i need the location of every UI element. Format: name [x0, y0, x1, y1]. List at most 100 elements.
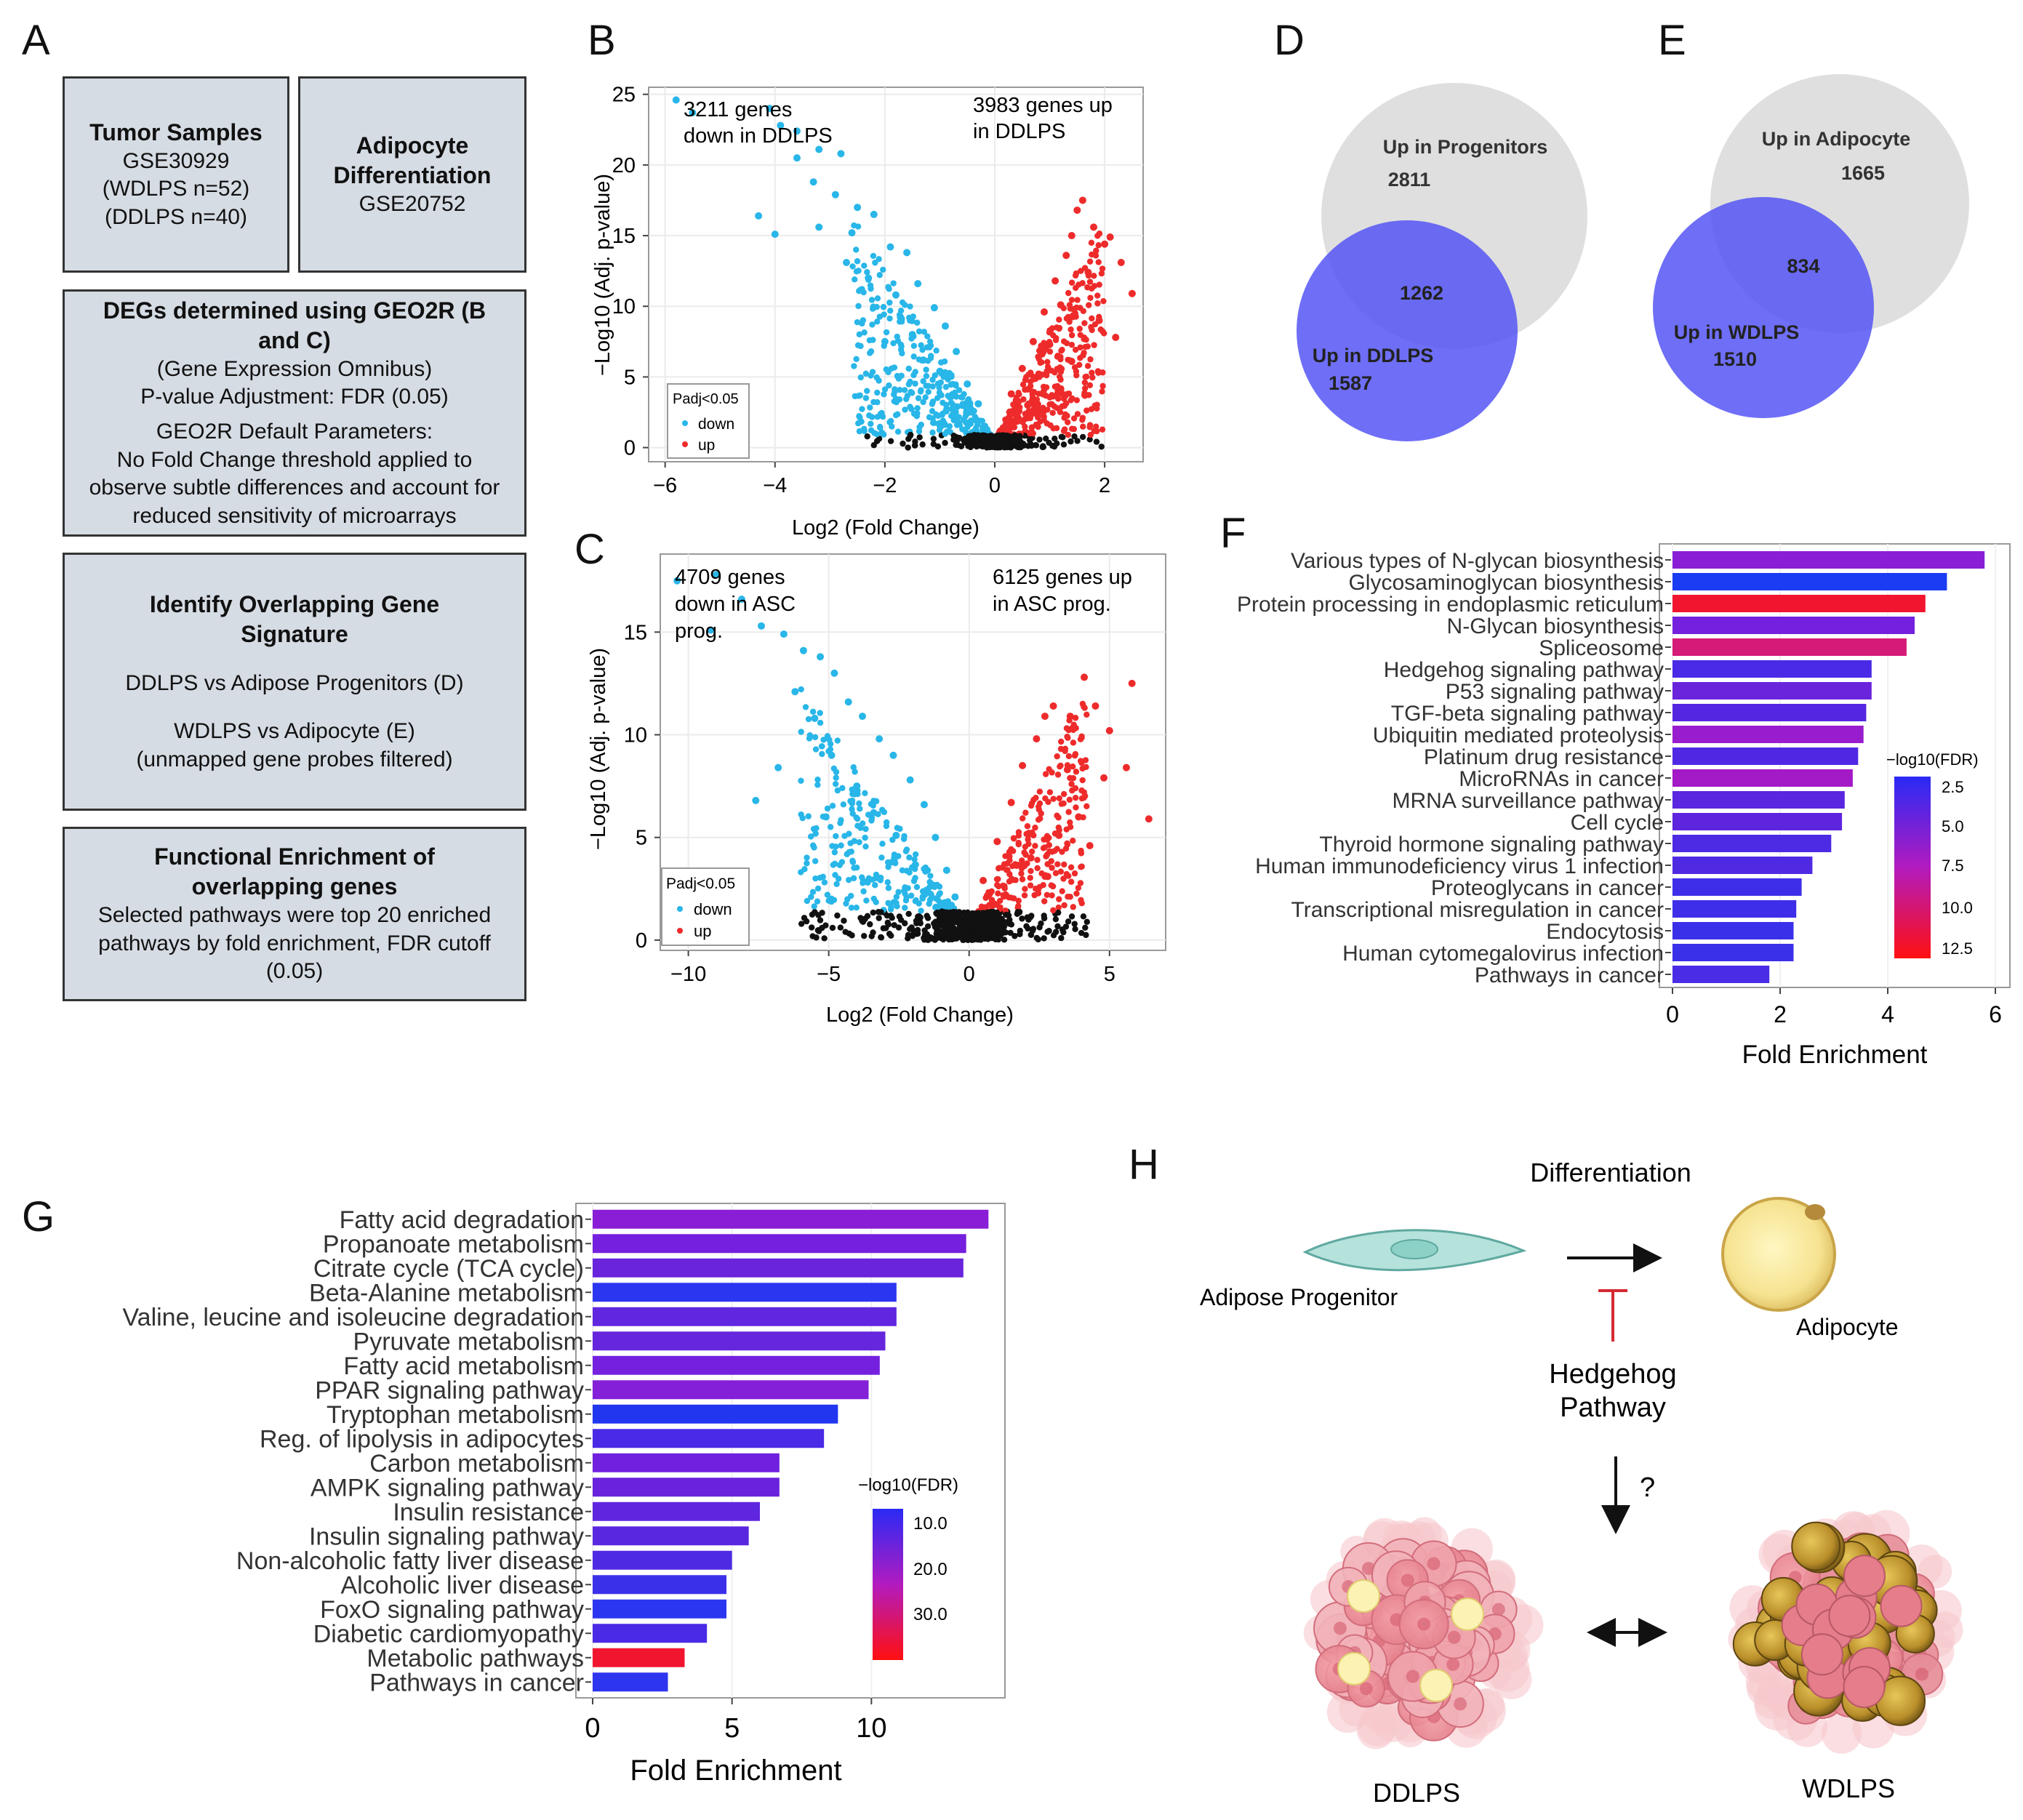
- volcano-b-ytick: 10: [612, 295, 636, 318]
- adipocyte-title-2: Differentiation: [333, 161, 492, 188]
- bar-g-category-label: Pathways in cancer: [369, 1669, 584, 1696]
- venn-e-top-label: Up in Adipocyte: [1762, 128, 1911, 150]
- volcano-b-point-down: [815, 145, 823, 153]
- bar-f-bar: [1673, 660, 1872, 678]
- bar-g-bar: [593, 1307, 897, 1326]
- volcano-b-point-down: [854, 204, 862, 212]
- volcano-c-ytick: 10: [624, 723, 647, 747]
- bar-g-category-label: Alcoholic liver disease: [341, 1571, 585, 1599]
- degs-line-2: P-value Adjustment: FDR (0.05): [140, 385, 449, 409]
- bar-f-category-label: Proteoglycans in cancer: [1431, 876, 1664, 900]
- enrich-line-3: (0.05): [265, 959, 324, 984]
- venn-e-top-count: 1665: [1841, 162, 1885, 184]
- bar-g-category-label: Reg. of lipolysis in adipocytes: [260, 1425, 584, 1453]
- bar-f-bar: [1673, 551, 1985, 569]
- volcano-c-point-up: [1145, 815, 1153, 823]
- adipocyte-accession: GSE20752: [358, 191, 466, 216]
- volcano-c-point-up: [1063, 766, 1071, 774]
- bar-g-bar: [593, 1648, 685, 1667]
- volcano-b-ytick: 25: [612, 84, 636, 107]
- bar-g-bar: [593, 1672, 668, 1692]
- volcano-b-legend-up: up: [698, 437, 715, 454]
- volcano-b-legend-up-dot: [682, 441, 688, 447]
- bar-f-category-label: Thyroid hormone signaling pathway: [1319, 833, 1664, 857]
- volcano-b-point-down: [837, 150, 845, 158]
- bar-g-bar: [593, 1429, 825, 1448]
- bar-f-bar: [1673, 835, 1832, 852]
- bar-g-legend-tick-2: 20.0: [913, 1560, 948, 1579]
- bar-f-bar: [1673, 922, 1794, 939]
- volcano-b-point-up: [1095, 316, 1103, 324]
- venn-d: Up in Progenitors 2811 1262 Up in DDLPS …: [1297, 83, 1587, 441]
- adipocyte-illustration: [1721, 1197, 1836, 1312]
- bar-f-category-label: TGF-beta signaling pathway: [1391, 702, 1664, 726]
- bar-g-xtick: 10: [856, 1713, 886, 1744]
- bar-g-category-label: Insulin resistance: [393, 1499, 584, 1526]
- volcano-c-point-up: [1019, 761, 1027, 769]
- volcano-b-point-up: [1084, 268, 1092, 276]
- volcano-c-point-up: [1001, 891, 1009, 899]
- volcano-b-point-up: [1073, 207, 1081, 215]
- volcano-c-point-down: [780, 630, 788, 638]
- volcano-c-point-up: [980, 876, 988, 884]
- bar-g-category-label: Non-alcoholic fatty liver disease: [236, 1547, 584, 1575]
- volcano-c-point-down: [892, 831, 900, 839]
- volcano-b-point-up: [1013, 412, 1021, 420]
- volcano-c-point-down: [737, 596, 745, 604]
- degs-line-4: No Fold Change threshold applied to: [116, 447, 473, 472]
- bar-g-bar: [593, 1478, 780, 1497]
- volcano-c-point-up: [1091, 702, 1099, 710]
- volcano-b-point-up: [1128, 289, 1136, 297]
- bar-g-bar: [593, 1404, 838, 1424]
- schematic-progenitor-label: Adipose Progenitor: [1200, 1284, 1398, 1310]
- volcano-c-ann-left-3: prog.: [675, 620, 723, 643]
- bar-g-bar: [593, 1355, 880, 1375]
- volcano-b-point-down: [936, 367, 944, 375]
- bar-g-category-label: FoxO signaling pathway: [320, 1596, 584, 1624]
- degs-title-1: DEGs determined using GEO2R (B: [103, 297, 486, 324]
- volcano-b-point-down: [766, 105, 774, 113]
- volcano-c-ann-right-2: in ASC prog.: [993, 593, 1111, 616]
- degs-title-2: and C): [258, 326, 331, 353]
- volcano-b-point-up: [1101, 240, 1109, 248]
- enrich-title-1: Functional Enrichment of: [154, 843, 435, 870]
- volcano-b-ytick: 5: [624, 366, 636, 389]
- volcano-b-legend-down-dot: [682, 420, 688, 426]
- volcano-c-point-up: [993, 838, 1001, 846]
- bar-g-category-label: AMPK signaling pathway: [311, 1474, 584, 1502]
- volcano-c-point-down: [713, 571, 721, 579]
- bar-f-bar: [1673, 704, 1867, 721]
- bar-g-category-label: PPAR signaling pathway: [315, 1376, 584, 1404]
- volcano-c-ann-left-2: down in ASC: [675, 593, 796, 616]
- bar-f-bar: [1673, 617, 1915, 634]
- volcano-c-point-down: [817, 653, 825, 661]
- bar-f-xtick: 0: [1666, 1001, 1679, 1027]
- volcano-b-point-up: [1051, 277, 1059, 285]
- volcano-b-point-down: [974, 400, 982, 408]
- volcano-c-point-down: [791, 688, 799, 696]
- bar-f-category-label: Cell cycle: [1571, 811, 1664, 835]
- volcano-c-point-up: [1027, 854, 1035, 862]
- volcano-b-point-up: [1090, 223, 1097, 231]
- bar-g-bar: [593, 1258, 964, 1278]
- overlap-line-3: (unmapped gene probes filtered): [136, 747, 453, 771]
- panel-label-a: A: [22, 17, 50, 64]
- bar-g-legend-title: −log10(FDR): [858, 1475, 958, 1495]
- bar-f-xtick: 6: [1989, 1001, 2002, 1027]
- volcano-b-point-down: [886, 243, 894, 251]
- volcano-c-point-up: [1033, 735, 1041, 743]
- volcano-c-xlabel: Log2 (Fold Change): [826, 1003, 1014, 1027]
- volcano-b-point-up: [1046, 340, 1054, 348]
- volcano-c-point-up: [1105, 726, 1113, 734]
- volcano-b: 3211 genes down in DDLPS 3983 genes up i…: [591, 84, 1144, 540]
- bar-g-bar: [593, 1234, 966, 1254]
- bar-f-bar: [1673, 857, 1813, 874]
- degs-line-6: reduced sensitivity of microarrays: [132, 503, 457, 528]
- panel-label-c: C: [574, 526, 605, 573]
- enrich-title-2: overlapping genes: [191, 873, 398, 900]
- volcano-b-point-up: [1067, 232, 1075, 240]
- flow-box-overlap: Identify Overlapping Gene Signature DDLP…: [63, 553, 526, 811]
- bar-g-category-label: Fatty acid metabolism: [343, 1352, 584, 1380]
- bar-g-category-label: Tryptophan metabolism: [327, 1401, 584, 1429]
- bar-g-bar: [593, 1331, 886, 1351]
